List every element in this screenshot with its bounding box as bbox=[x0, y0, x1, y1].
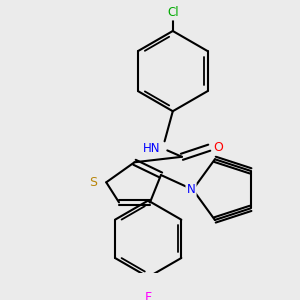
Text: N: N bbox=[187, 183, 195, 196]
Text: Cl: Cl bbox=[167, 6, 178, 19]
Text: F: F bbox=[145, 291, 152, 300]
Text: HN: HN bbox=[143, 142, 160, 155]
Text: O: O bbox=[213, 141, 223, 154]
Text: S: S bbox=[89, 176, 98, 189]
